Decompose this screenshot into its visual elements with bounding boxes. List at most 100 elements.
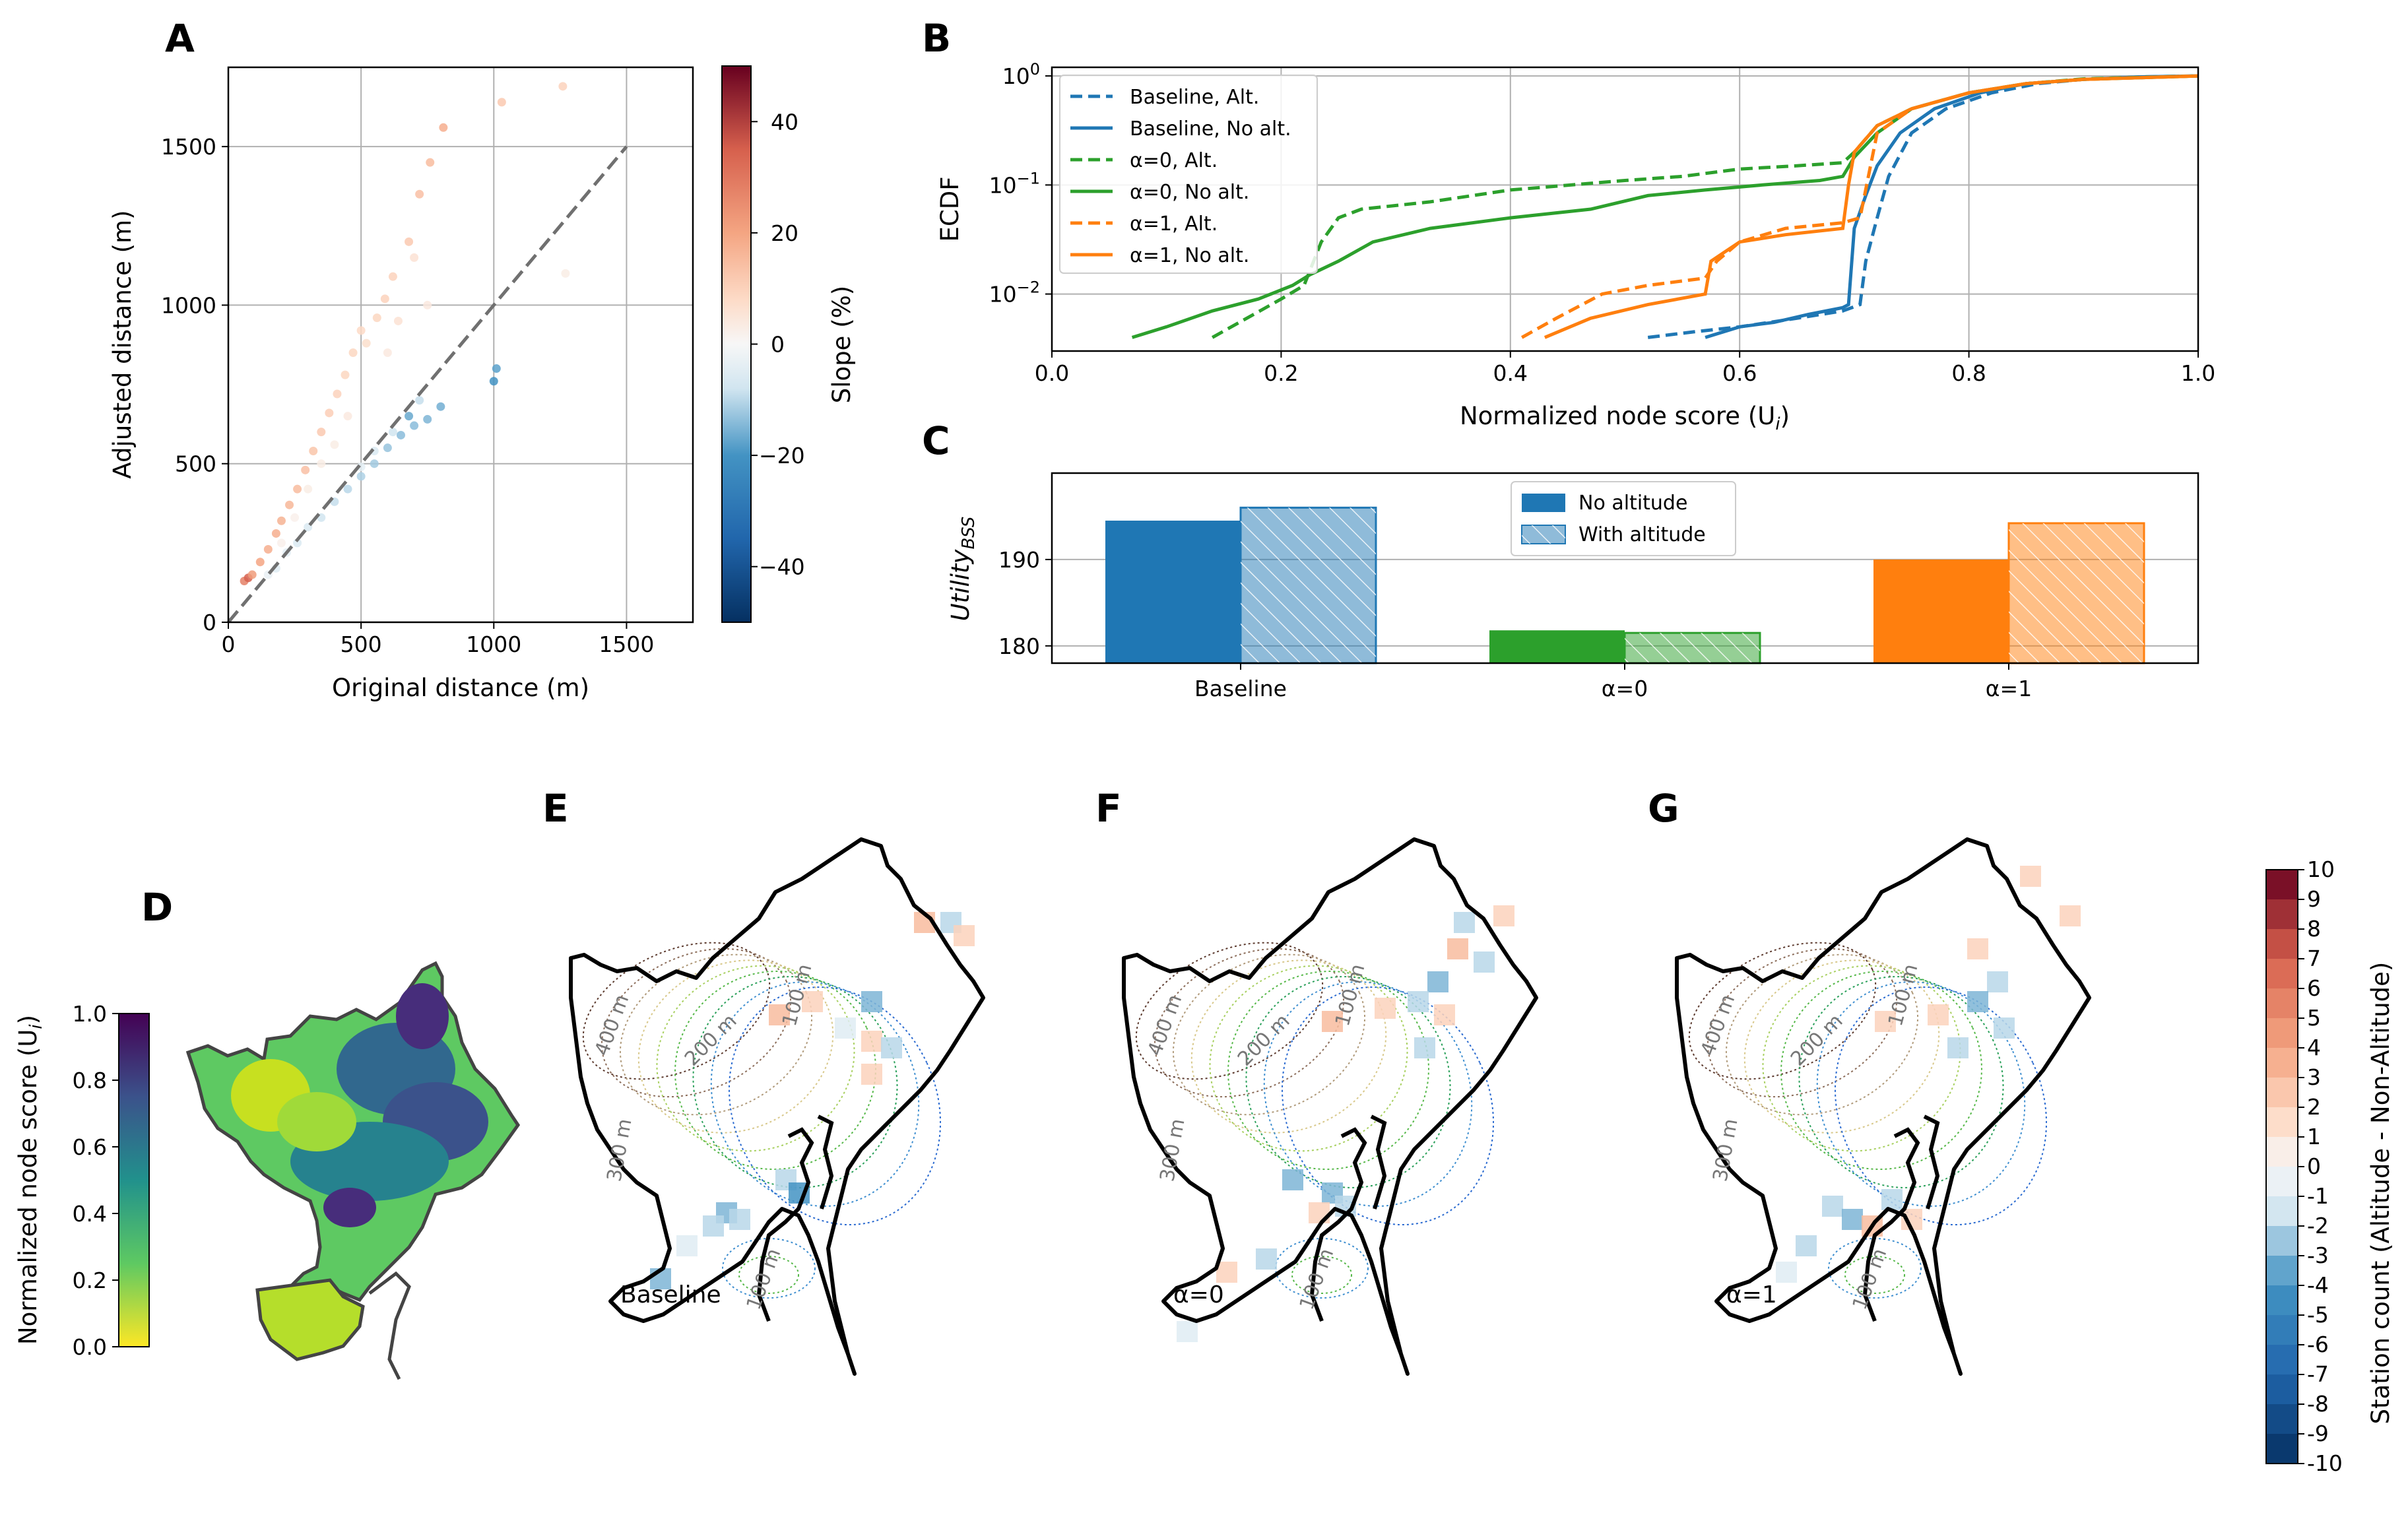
station-diff-cell: [1216, 1262, 1237, 1283]
legend-entry: Baseline, No alt.: [1130, 117, 1291, 141]
station-diff-cell: [835, 1017, 856, 1039]
scatter-point: [558, 82, 568, 91]
scatter-point: [271, 529, 280, 538]
contour-line: [1707, 948, 1898, 1098]
legend-entry: α=1, Alt.: [1130, 212, 1218, 236]
y-tick-label: 10−1: [989, 169, 1040, 198]
map-d: 1.0 0.8 0.6 0.4 0.2 0.0 Normalized node score…: [14, 961, 521, 1380]
panel-label-c: C: [922, 418, 950, 463]
station-diff-cell: [1322, 1011, 1343, 1032]
station-diff-cell: [1967, 991, 1988, 1012]
y-tick-label: 0: [203, 610, 216, 635]
scatter-point: [263, 544, 273, 554]
y-axis-label-c: UtilityBSS: [946, 517, 979, 622]
panel-label-e: E: [542, 786, 569, 831]
colorbar-tick-label: 2: [2307, 1094, 2321, 1120]
colorbar-tick-label: 1: [2307, 1124, 2321, 1149]
colorbar-tick-label: 8: [2307, 916, 2321, 942]
x-ticks-a: 0 500 1000 1500: [222, 622, 654, 657]
x-tick-label: α=1: [1986, 676, 2032, 701]
colorbar-cell: [2266, 1167, 2298, 1197]
ecdf-line: [1520, 74, 2198, 339]
scatter-point: [405, 237, 414, 246]
station-diff-cell: [1842, 1209, 1863, 1230]
scatter-point: [415, 396, 424, 405]
contour-line: [1135, 942, 1324, 1080]
colorbar-ticks-slope: 40 20 0 −20 −40: [751, 109, 805, 580]
colorbar-node-score: [118, 1013, 150, 1347]
colorbar-cell: [2266, 1078, 2298, 1108]
contour-line: [582, 942, 771, 1080]
ecdf-line: [1544, 74, 2198, 339]
y-ticks-a: 0 500 1000 1500: [161, 134, 228, 635]
station-diff-cell: [1447, 938, 1468, 959]
scatter-point: [277, 516, 286, 525]
scatter-point: [388, 272, 397, 281]
x-tick-label: 0: [222, 631, 236, 657]
scatter-point: [356, 326, 366, 335]
colorbar-tick-label: -3: [2307, 1243, 2329, 1268]
map-outline: [1675, 837, 2091, 1376]
bar: [1105, 521, 1241, 663]
scatter-point: [343, 484, 352, 494]
colorbar-cell: [2266, 870, 2298, 900]
legend-entry: With altitude: [1578, 523, 1706, 546]
scatter-point: [410, 421, 419, 430]
colorbar-cell: [2266, 1137, 2298, 1167]
bar-hatch: [2009, 523, 2144, 663]
x-tick-label: 0.0: [1035, 360, 1069, 386]
colorbar-cell: [2266, 1345, 2298, 1375]
scatter-point: [309, 446, 318, 455]
colorbar-cell: [2266, 1196, 2298, 1227]
colorbar-tick-label: -9: [2307, 1421, 2329, 1446]
ecdf-line: [1705, 74, 2198, 339]
colorbar-tick-label: -4: [2307, 1272, 2329, 1298]
y-tick-label: 10−2: [989, 278, 1040, 307]
station-diff-cell: [1454, 912, 1475, 933]
x-axis-label-b: Normalized node score (Ui): [1460, 402, 1790, 434]
scatter-point: [317, 428, 326, 437]
station-diff-cell: [1987, 971, 2008, 992]
contour-line: [1688, 942, 1877, 1080]
ecdf-line: [1211, 74, 2198, 339]
panel-label-f: F: [1095, 786, 1122, 831]
y-tick-label: 180: [998, 633, 1040, 659]
colorbar-tick-label: -7: [2307, 1361, 2329, 1387]
scatter-point: [415, 189, 424, 199]
scatter-point: [372, 313, 381, 323]
x-tick-label: Baseline: [1194, 676, 1287, 701]
contour-line: [1798, 976, 2004, 1188]
scatter-point: [356, 472, 366, 481]
scatter-point: [423, 414, 432, 424]
scatter-point: [497, 98, 506, 107]
bars-c: [1105, 506, 2145, 664]
bar: [1873, 559, 2009, 663]
colorbar-tick-label: 0: [771, 332, 785, 358]
scatter-point: [436, 402, 445, 411]
scatter-point: [277, 538, 286, 548]
station-diff-cell: [1427, 971, 1448, 992]
station-diff-cell: [802, 991, 823, 1012]
station-diff-cell: [1881, 1189, 1903, 1210]
colorbar-tick-label: 4: [2307, 1035, 2321, 1060]
colorbar-tick-label: -1: [2307, 1183, 2329, 1209]
contour-line: [1154, 948, 1345, 1098]
colorbar-tick-label: 0.8: [73, 1068, 107, 1093]
x-tick-label: α=0: [1602, 676, 1648, 701]
scatter-point: [492, 364, 501, 373]
y-tick-label: 1000: [161, 292, 216, 318]
bar-hatch: [1625, 633, 1760, 663]
colorbar-cell: [2266, 1434, 2298, 1464]
scatter-point: [285, 500, 294, 509]
colorbar-cell: [2266, 1256, 2298, 1286]
legend-entry: α=1, No alt.: [1130, 244, 1249, 267]
x-tick-label: 0.6: [1722, 360, 1757, 386]
scatter-point: [383, 443, 392, 453]
bar-hatch: [1241, 507, 1376, 663]
x-tick-label: 1500: [599, 631, 654, 657]
scatter-point: [388, 428, 397, 437]
station-diff-cell: [861, 991, 882, 1012]
